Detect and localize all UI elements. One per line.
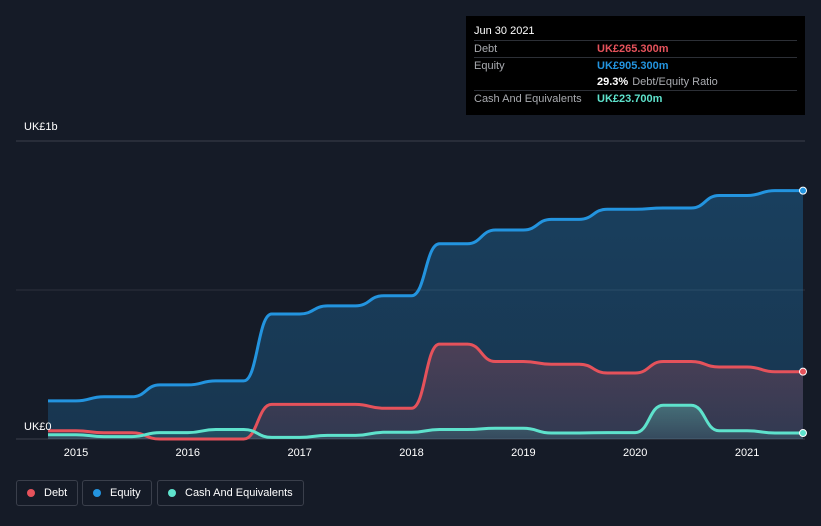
series-end-point-equity [799, 186, 807, 195]
legend-label-equity: Equity [110, 487, 141, 499]
x-tick-label-2016: 2016 [175, 447, 201, 459]
series-end-point-cash [799, 429, 807, 438]
x-tick-label-2021: 2021 [734, 447, 760, 459]
tooltip-equity-value: UK£905.300m [597, 60, 669, 72]
legend-item-equity[interactable]: Equity [82, 480, 152, 506]
tooltip-panel: Jun 30 2021 Debt UK£265.300m Equity UK£9… [466, 16, 805, 115]
legend-item-debt[interactable]: Debt [16, 480, 79, 506]
legend-dot-cash [168, 489, 176, 497]
legend-item-cash[interactable]: Cash And Equivalents [157, 480, 304, 506]
x-tick-label-2019: 2019 [511, 447, 536, 459]
y-tick-label-top: UK£1b [24, 121, 58, 133]
tooltip-row-cash: Cash And Equivalents UK£23.700m [474, 90, 797, 107]
series-line-equity [47, 189, 803, 403]
x-tick-label-2018: 2018 [399, 447, 424, 459]
x-tick-label-2015: 2015 [63, 447, 89, 459]
x-tick-label-2020: 2020 [622, 447, 648, 459]
tooltip-debt-label: Debt [474, 43, 498, 55]
legend-label-cash: Cash And Equivalents [185, 487, 293, 499]
tooltip-row-equity: Equity UK£905.300m [474, 57, 797, 74]
tooltip-ratio-value: 29.3% [597, 76, 629, 88]
series-end-point-debt [799, 367, 807, 376]
legend-dot-equity [93, 489, 101, 497]
tooltip-debt-value: UK£265.300m [597, 43, 669, 55]
tooltip-equity-label: Equity [474, 60, 505, 72]
tooltip-row-debt: Debt UK£265.300m [474, 40, 797, 57]
tooltip-ratio-label: Debt/Equity Ratio [632, 76, 718, 88]
series-area-debt [48, 344, 803, 439]
legend-dot-debt [27, 489, 35, 497]
tooltip-date: Jun 30 2021 [474, 25, 535, 37]
tooltip-cash-label: Cash And Equivalents [474, 93, 582, 105]
tooltip-cash-value: UK£23.700m [597, 93, 663, 105]
series-line-debt [47, 342, 803, 441]
x-tick-label-2017: 2017 [287, 447, 312, 459]
legend-label-debt: Debt [44, 487, 68, 499]
tooltip-row-ratio: 29.3% Debt/Equity Ratio [474, 74, 797, 90]
series-line-cash [48, 403, 803, 439]
y-tick-label-zero: UK£0 [24, 421, 52, 433]
